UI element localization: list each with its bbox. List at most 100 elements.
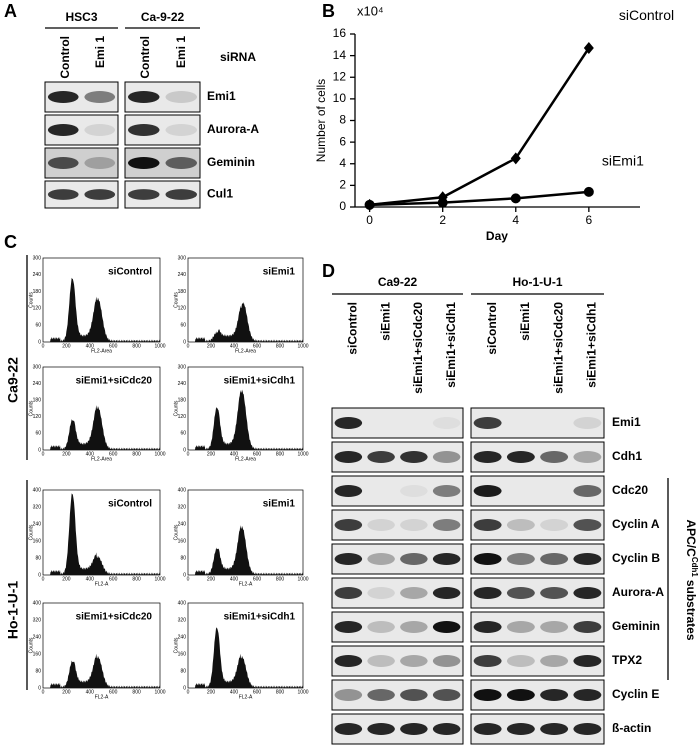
- x-axis-label: FL2-Area: [91, 348, 112, 354]
- blot-band: [400, 655, 428, 667]
- x-axis-label: FL2-A: [95, 694, 109, 700]
- y-tick-label: 0: [183, 339, 186, 345]
- x-tick-label: 600: [253, 576, 262, 582]
- blot-band: [540, 553, 569, 565]
- lane-label: Emi 1: [174, 36, 188, 68]
- y-tick-label: 320: [33, 617, 42, 623]
- y-axis-label: Counts: [28, 400, 34, 416]
- lane-label: siEmi1: [518, 302, 532, 341]
- y-tick-label: 160: [33, 538, 42, 544]
- blot-band: [473, 689, 502, 701]
- chart-title: x10⁴: [357, 3, 384, 18]
- y-tick-label: 180: [33, 289, 42, 295]
- y-tick-label: 8: [339, 113, 346, 127]
- x-axis-label: FL2-Area: [91, 456, 112, 462]
- blot-band: [540, 621, 569, 633]
- bracket-text: substrates: [684, 580, 698, 641]
- blot-band: [573, 485, 602, 497]
- x-axis-label: FL2-A: [239, 694, 253, 700]
- x-axis-label: FL2-A: [95, 581, 109, 587]
- blot-band: [432, 451, 461, 463]
- plot-label: siControl: [108, 499, 152, 510]
- cell-line-label: Ca9-22: [378, 275, 418, 289]
- y-tick-label: 240: [33, 634, 42, 640]
- y-axis-label: Counts: [28, 637, 34, 653]
- group-label: Ho-1-U-1: [5, 581, 21, 640]
- lane-label: Control: [138, 36, 152, 79]
- blot-band: [128, 91, 160, 103]
- x-tick-label: 200: [207, 343, 216, 349]
- x-tick-label: 400: [230, 689, 239, 695]
- protein-label: Aurora-A: [612, 585, 664, 599]
- x-tick-label: 800: [132, 343, 141, 349]
- blot-band: [128, 189, 160, 200]
- x-tick-label: 600: [253, 689, 262, 695]
- x-tick-label: 400: [230, 451, 239, 457]
- blot-band: [334, 553, 363, 565]
- histogram: [43, 493, 160, 575]
- blot-band: [540, 451, 569, 463]
- x-tick-label: 0: [42, 451, 45, 457]
- blot-band: [400, 587, 428, 599]
- blot-band: [400, 451, 428, 463]
- lane-label: siControl: [346, 302, 360, 355]
- blot-band: [506, 723, 535, 735]
- x-tick-label: 400: [86, 343, 95, 349]
- y-axis-label: Counts: [173, 524, 179, 540]
- blot-band: [473, 553, 502, 565]
- x-tick-label: 1000: [297, 343, 308, 349]
- blot-band: [540, 519, 569, 531]
- marker: [583, 42, 594, 55]
- y-tick-label: 300: [33, 364, 42, 370]
- sirna-label: siRNA: [220, 50, 256, 64]
- y-tick-label: 400: [33, 487, 42, 493]
- blot-band: [84, 189, 116, 200]
- blot-band: [334, 485, 363, 497]
- y-tick-label: 160: [178, 651, 187, 657]
- histogram: [43, 653, 160, 688]
- blot-band: [367, 689, 395, 701]
- x-tick-label: 0: [42, 689, 45, 695]
- marker: [510, 193, 521, 204]
- blot-band: [400, 621, 428, 633]
- x-axis-label: FL2-Area: [235, 348, 256, 354]
- series-line: [369, 47, 590, 207]
- y-tick-label: 300: [33, 255, 42, 261]
- blot-band: [400, 723, 428, 735]
- y-tick-label: 300: [178, 364, 187, 370]
- blot-band: [334, 655, 363, 667]
- y-tick-label: 2: [339, 178, 346, 192]
- x-tick-label: 0: [42, 343, 45, 349]
- histogram: [188, 302, 303, 342]
- plot-label: siEmi1: [263, 499, 296, 510]
- y-tick-label: 60: [180, 323, 186, 329]
- x-tick-label: 0: [187, 576, 190, 582]
- x-axis-label: FL2-A: [239, 581, 253, 587]
- blot-band: [573, 417, 602, 429]
- bracket-label: APC/CCdh1 substrates: [684, 519, 699, 640]
- x-tick-label: 1000: [297, 576, 308, 582]
- blot-band: [367, 553, 395, 565]
- blot-band: [334, 519, 363, 531]
- protein-label: Emi1: [207, 89, 236, 103]
- histogram: [188, 389, 303, 450]
- blot-band: [473, 451, 502, 463]
- blot-band: [367, 655, 395, 667]
- y-tick-label: 240: [33, 381, 42, 387]
- x-tick-label: 1000: [297, 451, 308, 457]
- y-tick-label: 400: [178, 600, 187, 606]
- blot-band: [432, 587, 461, 599]
- bracket-text: APC/C: [684, 519, 698, 557]
- x-tick-label: 800: [276, 576, 285, 582]
- blot-band: [573, 553, 602, 565]
- blot-band: [165, 124, 197, 136]
- histogram: [43, 405, 160, 450]
- plot-label: siEmi1+siCdc20: [76, 612, 153, 623]
- y-tick-label: 320: [33, 504, 42, 510]
- x-tick-label: 400: [230, 343, 239, 349]
- lane-label: Control: [58, 36, 72, 79]
- blot-band: [334, 723, 363, 735]
- x-tick-label: 400: [86, 576, 95, 582]
- protein-label: Cdc20: [612, 483, 648, 497]
- blot-band: [334, 621, 363, 633]
